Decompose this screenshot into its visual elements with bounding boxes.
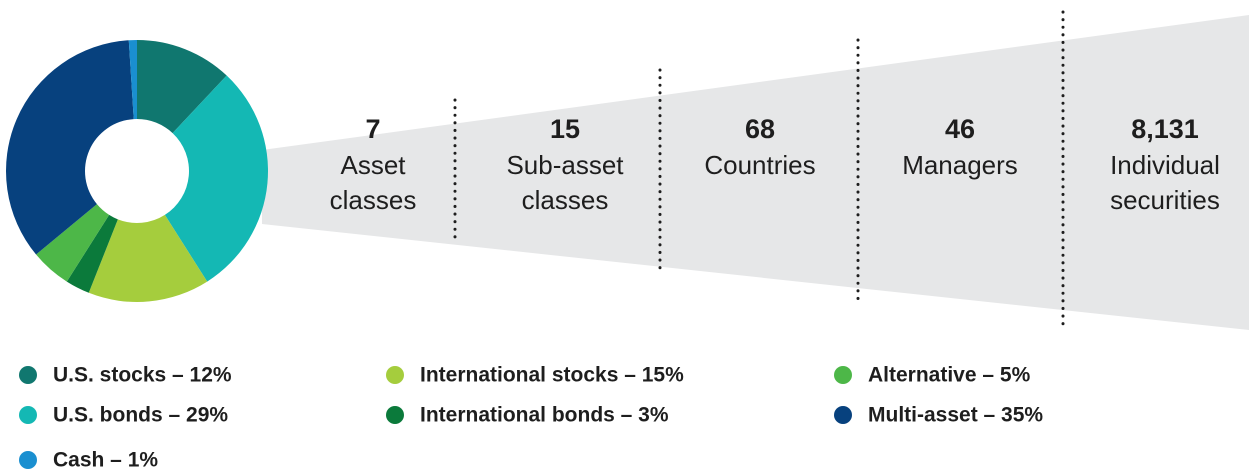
slice bbox=[164, 75, 268, 282]
stat-label: Sub-asset bbox=[506, 150, 624, 180]
slice bbox=[5, 40, 134, 255]
legend-label: Alternative – 5% bbox=[868, 364, 1031, 387]
slice bbox=[128, 40, 137, 120]
stat-label: classes bbox=[330, 185, 417, 215]
stat-value: 46 bbox=[945, 114, 975, 144]
stat-label: Individual bbox=[1110, 150, 1220, 180]
legend-label: Cash – 1% bbox=[53, 449, 158, 472]
legend-swatch bbox=[386, 366, 404, 384]
stat-label: Countries bbox=[704, 150, 815, 180]
dividers bbox=[453, 10, 1065, 332]
legend-swatch bbox=[19, 451, 37, 469]
stat-label: securities bbox=[1110, 185, 1220, 215]
slice bbox=[66, 214, 118, 293]
stat-label: Asset bbox=[340, 150, 406, 180]
legend-label: International bonds – 3% bbox=[420, 404, 669, 427]
funnel bbox=[262, 15, 1249, 330]
legend-label: U.S. stocks – 12% bbox=[53, 364, 232, 387]
stat-value: 68 bbox=[745, 114, 775, 144]
stat-label: Managers bbox=[902, 150, 1018, 180]
legend-swatch bbox=[19, 406, 37, 424]
legend-swatch bbox=[19, 366, 37, 384]
stat-label: classes bbox=[522, 185, 609, 215]
legend-label: Multi-asset – 35% bbox=[868, 404, 1043, 427]
legend-label: International stocks – 15% bbox=[420, 364, 684, 387]
slice bbox=[36, 204, 110, 282]
stat-value: 7 bbox=[365, 114, 380, 144]
slice bbox=[88, 214, 208, 302]
legend-label: U.S. bonds – 29% bbox=[53, 404, 228, 427]
stat-value: 15 bbox=[550, 114, 580, 144]
legend-swatch bbox=[386, 406, 404, 424]
legend-swatch bbox=[834, 366, 852, 384]
stat-value: 8,131 bbox=[1131, 114, 1199, 144]
slice bbox=[137, 40, 227, 134]
legend-swatch bbox=[834, 406, 852, 424]
